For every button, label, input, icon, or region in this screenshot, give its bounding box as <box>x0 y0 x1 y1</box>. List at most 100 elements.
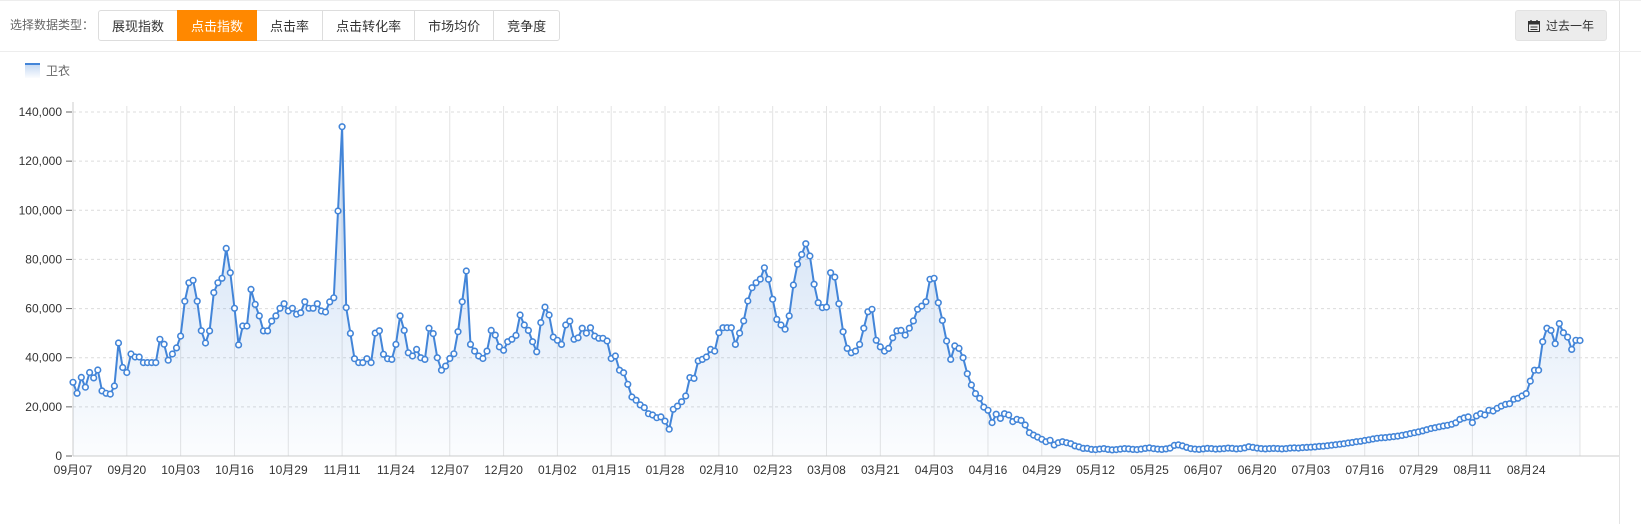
data-point-marker[interactable] <box>466 340 475 349</box>
data-point-marker[interactable] <box>578 324 586 332</box>
data-point-marker[interactable] <box>541 303 549 311</box>
data-point-marker[interactable] <box>388 355 396 364</box>
data-point-marker[interactable] <box>276 304 284 312</box>
data-point-marker[interactable] <box>1568 345 1576 354</box>
data-point-marker[interactable] <box>1551 340 1559 348</box>
data-point-marker[interactable] <box>1005 411 1013 419</box>
data-point-marker[interactable] <box>363 355 371 363</box>
data-point-marker[interactable] <box>152 359 160 367</box>
data-point-marker[interactable] <box>326 298 334 306</box>
data-point-marker[interactable] <box>1481 411 1489 419</box>
data-point-marker[interactable] <box>1464 413 1472 421</box>
data-point-marker[interactable] <box>1563 333 1572 341</box>
data-point-marker[interactable] <box>806 252 814 260</box>
data-point-marker[interactable] <box>1017 416 1025 425</box>
data-point-marker[interactable] <box>528 338 537 346</box>
data-point-marker[interactable] <box>735 329 744 337</box>
data-point-marker[interactable] <box>491 331 499 339</box>
data-point-marker[interactable] <box>769 295 777 303</box>
data-point-marker[interactable] <box>226 269 234 277</box>
data-point-marker[interactable] <box>189 276 197 284</box>
data-point-marker[interactable] <box>524 326 533 335</box>
data-point-marker[interactable] <box>1539 338 1547 346</box>
data-point-marker[interactable] <box>884 344 893 353</box>
data-point-marker[interactable] <box>814 299 822 307</box>
data-point-marker[interactable] <box>400 326 408 335</box>
tab-market-avg-price[interactable]: 市场均价 <box>414 10 495 41</box>
data-point-marker[interactable] <box>897 326 905 335</box>
data-point-marker[interactable] <box>860 324 868 332</box>
data-point-marker[interactable] <box>938 316 947 325</box>
tab-click-index[interactable]: 点击指数 <box>177 10 258 41</box>
data-point-marker[interactable] <box>359 359 367 367</box>
data-point-marker[interactable] <box>243 322 251 330</box>
data-point-marker[interactable] <box>297 309 305 317</box>
data-point-marker[interactable] <box>756 275 764 283</box>
data-point-marker[interactable] <box>731 340 740 349</box>
data-point-marker[interactable] <box>955 344 963 353</box>
data-point-marker[interactable] <box>1021 421 1029 429</box>
data-point-marker[interactable] <box>458 298 466 306</box>
data-point-marker[interactable] <box>375 327 384 335</box>
data-point-marker[interactable] <box>715 329 723 337</box>
data-point-marker[interactable] <box>313 300 321 308</box>
data-point-marker[interactable] <box>218 274 226 282</box>
data-point-marker[interactable] <box>392 340 400 349</box>
data-point-marker[interactable] <box>512 331 520 340</box>
data-point-marker[interactable] <box>268 317 276 325</box>
data-point-marker[interactable] <box>603 337 611 345</box>
data-point-marker[interactable] <box>222 244 230 252</box>
data-point-marker[interactable] <box>557 340 566 349</box>
data-point-marker[interactable] <box>520 321 528 329</box>
data-point-marker[interactable] <box>1522 390 1530 398</box>
data-point-marker[interactable] <box>1559 329 1567 337</box>
data-point-marker[interactable] <box>413 345 421 354</box>
data-point-marker[interactable] <box>193 297 201 305</box>
data-point-marker[interactable] <box>135 353 143 361</box>
data-point-marker[interactable] <box>611 352 620 360</box>
data-point-marker[interactable] <box>777 321 785 329</box>
data-point-marker[interactable] <box>562 321 570 329</box>
data-point-marker[interactable] <box>471 347 479 355</box>
data-point-marker[interactable] <box>342 304 350 312</box>
data-point-marker[interactable] <box>321 308 330 316</box>
data-point-marker[interactable] <box>752 279 760 287</box>
data-point-marker[interactable] <box>905 324 913 332</box>
data-point-marker[interactable] <box>160 340 168 348</box>
data-point-marker[interactable] <box>822 303 831 311</box>
data-point-marker[interactable] <box>201 339 210 347</box>
data-point-marker[interactable] <box>330 294 338 302</box>
data-point-marker[interactable] <box>690 374 698 383</box>
data-point-marker[interactable] <box>959 354 967 362</box>
data-point-marker[interactable] <box>586 324 595 332</box>
data-point-marker[interactable] <box>235 341 243 349</box>
data-point-marker[interactable] <box>197 327 205 335</box>
data-point-marker[interactable] <box>516 311 524 319</box>
data-point-marker[interactable] <box>479 354 487 363</box>
data-point-marker[interactable] <box>855 340 864 349</box>
data-point-marker[interactable] <box>272 312 280 320</box>
data-point-marker[interactable] <box>967 381 976 389</box>
data-point-marker[interactable] <box>868 305 876 313</box>
tab-impression-index[interactable]: 展现指数 <box>98 10 179 41</box>
data-point-marker[interactable] <box>119 363 127 372</box>
data-point-marker[interactable] <box>181 297 189 305</box>
data-point-marker[interactable] <box>831 273 839 281</box>
data-point-marker[interactable] <box>450 350 458 358</box>
legend-item-hoodie[interactable]: 卫衣 <box>25 62 70 79</box>
data-point-marker[interactable] <box>992 410 1000 418</box>
data-point-marker[interactable] <box>872 336 880 344</box>
data-point-marker[interactable] <box>255 312 263 320</box>
data-point-marker[interactable] <box>73 389 81 397</box>
data-point-marker[interactable] <box>996 414 1005 423</box>
tab-click-conversion-rate[interactable]: 点击转化率 <box>322 10 416 41</box>
data-point-marker[interactable] <box>408 352 417 360</box>
data-point-marker[interactable] <box>251 300 259 309</box>
data-point-marker[interactable] <box>168 350 176 358</box>
data-point-marker[interactable] <box>702 353 711 361</box>
data-point-marker[interactable] <box>727 324 735 332</box>
data-point-marker[interactable] <box>429 330 437 338</box>
data-point-marker[interactable] <box>462 267 470 275</box>
data-point-marker[interactable] <box>785 312 793 320</box>
data-point-marker[interactable] <box>247 285 255 294</box>
